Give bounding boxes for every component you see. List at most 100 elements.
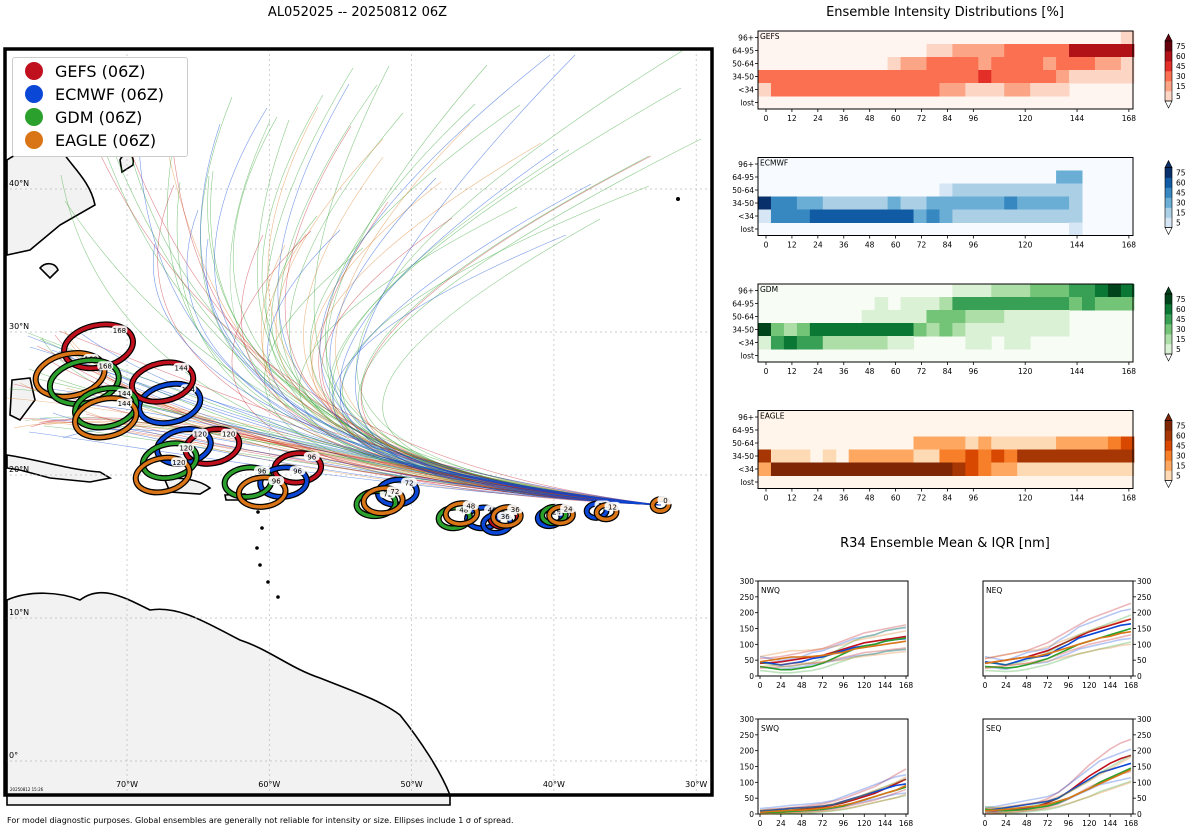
r34-x-tick: 48 — [1022, 819, 1032, 828]
forecast-hour-tick: 144 — [1070, 114, 1085, 123]
heatmap-cell — [1094, 70, 1109, 84]
heatmap-cell — [1094, 436, 1109, 450]
r34-x-tick: 96 — [1064, 819, 1074, 828]
iqr-upper-line — [984, 756, 1132, 810]
heatmap-cell — [874, 70, 889, 84]
forecast-hour-tick: 84 — [943, 114, 953, 123]
heatmap-frame — [757, 30, 1134, 110]
heatmap-cell — [952, 297, 966, 311]
legend-label: EAGLE (06Z) — [55, 130, 157, 150]
colorbar-segment — [1165, 197, 1172, 208]
heatmap-cell — [770, 462, 785, 476]
forecast-hour-tick: 0 — [764, 367, 769, 376]
heatmap-cell — [1120, 436, 1135, 450]
iqr-lower-line — [759, 788, 907, 815]
heatmap-cell — [939, 196, 953, 210]
heatmap-cell — [978, 449, 992, 463]
heatmap-cell — [926, 83, 940, 97]
heatmap-cell — [939, 323, 953, 337]
heatmap-cell — [952, 83, 966, 97]
forecast-hour-tick: 84 — [943, 494, 953, 503]
r34-x-tick: 144 — [1103, 819, 1118, 828]
colorbar-tick: 75 — [1176, 422, 1186, 431]
heatmap-cell — [783, 83, 798, 97]
colorbar-tick: 75 — [1176, 42, 1186, 51]
r34-x-tick: 168 — [899, 819, 914, 828]
ensemble-track-line — [65, 404, 661, 506]
quadrant-label: SEQ — [986, 724, 1001, 733]
heatmap-cell — [926, 209, 940, 223]
gdm-marker-icon — [25, 108, 43, 126]
heatmap-cell — [978, 209, 992, 223]
heatmap-cell — [822, 70, 837, 84]
heatmap-cell — [1056, 297, 1070, 311]
heatmap-cell — [1043, 196, 1057, 210]
colorbar-segment — [1165, 334, 1172, 345]
heatmap-cell — [1017, 310, 1031, 324]
colorbar-frame — [1164, 40, 1173, 102]
forecast-hour-label: 96 — [293, 468, 302, 476]
r34-x-tick: 144 — [1103, 681, 1118, 690]
r34-mean-line — [984, 630, 1132, 665]
heatmap-cell — [1069, 44, 1083, 58]
r34-x-tick: 24 — [776, 681, 786, 690]
r34-mean-line — [759, 635, 907, 665]
iqr-lower-line — [984, 780, 1132, 815]
heatmap-cell — [926, 323, 940, 337]
colorbar-tick: 45 — [1176, 315, 1186, 324]
heatmap-cell — [887, 209, 902, 223]
colorbar-tick: 30 — [1176, 325, 1186, 334]
heatmap-cell — [1017, 70, 1031, 84]
heatmap-cell — [835, 323, 850, 337]
forecast-hour-tick: 96 — [969, 114, 979, 123]
heatmap-cell — [758, 449, 772, 463]
heatmap-cell — [848, 449, 863, 463]
forecast-hour-label: 36 — [501, 513, 510, 521]
colorbar-top-arrow — [1164, 159, 1173, 168]
heatmap-cell — [770, 336, 785, 350]
intensity-row-label: 50-64 — [732, 313, 754, 322]
heatmap-cell — [887, 57, 902, 71]
forecast-hour-tick: 24 — [813, 367, 823, 376]
heatmap-cell — [796, 70, 811, 84]
r34-x-tick: 144 — [878, 681, 893, 690]
intensity-row-label: <34 — [738, 86, 754, 95]
heatmap-cell — [887, 310, 902, 324]
ensemble-track-line — [267, 106, 661, 506]
iqr-lower-line — [759, 648, 907, 674]
heatmap-cell — [783, 209, 798, 223]
heatmap-cell — [978, 336, 992, 350]
r34-y-tick: 100 — [740, 640, 755, 649]
colorbar-bottom-arrow — [1164, 100, 1173, 109]
heatmap-cell — [770, 323, 785, 337]
forecast-hour-label: 144 — [175, 364, 189, 372]
heatmap-cell — [1120, 297, 1135, 311]
heatmap-cell — [758, 209, 772, 223]
heatmap-cell — [1069, 170, 1083, 184]
colorbar-top-arrow — [1164, 412, 1173, 421]
colorbar-tick: 45 — [1176, 62, 1186, 71]
heatmap-cell — [1004, 323, 1018, 337]
forecast-hour-tick: 48 — [865, 114, 875, 123]
heatmap-cell — [965, 57, 979, 71]
forecast-hour-label-bg — [289, 466, 306, 476]
r34-y-tick: 250 — [1137, 593, 1152, 602]
heatmap-cell — [1082, 70, 1096, 84]
r34-mean-line — [984, 768, 1132, 812]
colorbar-tick: 60 — [1176, 432, 1186, 441]
colorbar-bottom-arrow — [1164, 480, 1173, 489]
colorbar-tick: 60 — [1176, 52, 1186, 61]
heatmap-cell — [978, 310, 992, 324]
intensity-row-label: <34 — [738, 212, 754, 221]
forecast-hour-tick: 48 — [865, 241, 875, 250]
north-america-landmass — [6, 147, 96, 256]
panel-name-label: ECMWF — [760, 159, 788, 168]
heatmap-cell — [1043, 462, 1057, 476]
forecast-hour-tick: 60 — [891, 367, 901, 376]
heatmap-cell — [1004, 44, 1018, 58]
heatmap-cell — [900, 310, 915, 324]
heatmap-cell — [1030, 436, 1044, 450]
intensity-row-label: lost — [740, 99, 754, 108]
heatmap-cell — [1017, 436, 1031, 450]
heatmap-cell — [848, 70, 863, 84]
